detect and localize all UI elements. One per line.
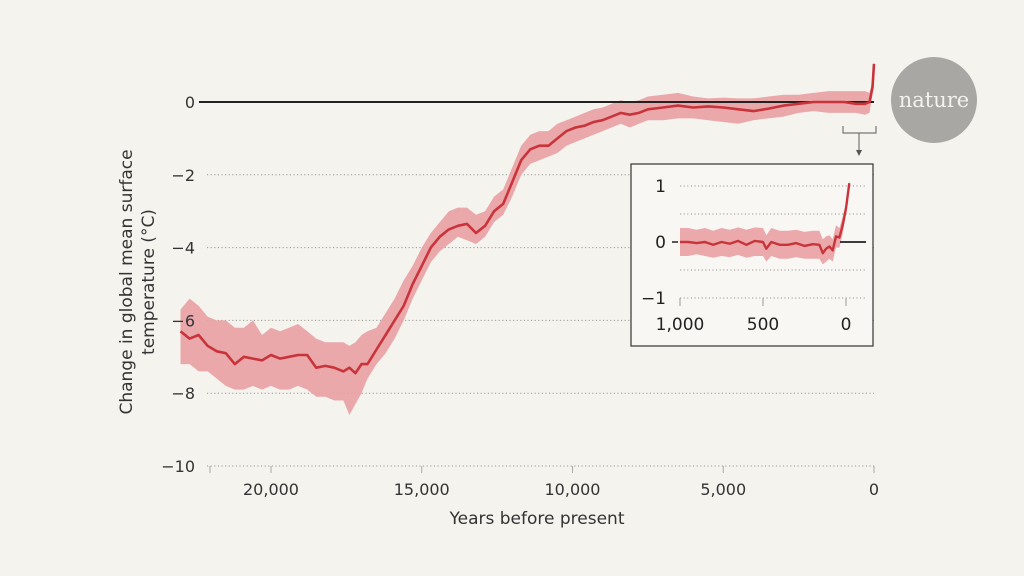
inset-y-tick-label: −1 (641, 289, 666, 309)
grid-lines (207, 174, 875, 473)
x-tick-label: 20,000 (243, 480, 299, 499)
inset-y-ticks: 1 0 −1 (641, 177, 666, 309)
y-tick-label: −2 (171, 166, 195, 185)
inset-x-tick-label: 0 (841, 315, 852, 335)
y-tick-label: −10 (161, 457, 195, 476)
x-axis-label: Years before present (449, 509, 625, 529)
x-tick-label: 5,000 (700, 480, 746, 499)
inset-line-layer (680, 183, 851, 255)
inset-x-ticks: 1,000 500 0 (656, 315, 852, 335)
x-tick-label: 15,000 (394, 480, 450, 499)
inset-mean-line (680, 183, 851, 255)
bracket-shape (842, 126, 877, 134)
inset-grid-lines (679, 185, 866, 306)
y-tick-label: 0 (185, 93, 195, 112)
uncertainty-band (180, 62, 874, 415)
mean-temperature-line (179, 63, 876, 375)
inset-x-tick-label: 1,000 (656, 315, 705, 335)
uncertainty-band-layer (180, 62, 874, 415)
logo-circle (891, 57, 977, 143)
arrow-down-icon (856, 150, 862, 156)
x-tick-label: 0 (869, 480, 879, 499)
inset-uncertainty-band (680, 180, 850, 265)
inset-chart: 1 0 −1 1,000 500 0 (630, 163, 874, 347)
inset-band-layer (680, 180, 850, 265)
y-tick-label: −6 (171, 311, 195, 330)
y-axis-label-line-2: temperature (°C) (139, 209, 159, 355)
y-axis-ticks: 0 −2 −4 −6 −8 −10 (161, 93, 195, 476)
x-axis-ticks: 20,000 15,000 10,000 5,000 0 (243, 480, 879, 499)
nature-logo: nature (891, 57, 977, 143)
logo-text: nature (899, 88, 969, 112)
y-axis-label: Change in global mean surface temperatur… (117, 149, 159, 414)
inset-y-tick-label: 0 (655, 233, 666, 253)
inset-x-tick-label: 500 (747, 315, 779, 335)
x-tick-label: 10,000 (545, 480, 601, 499)
inset-y-tick-label: 1 (655, 177, 666, 197)
y-axis-label-line-1: Change in global mean surface (117, 149, 137, 414)
mean-line-layer (179, 63, 876, 375)
inset-callout-bracket (842, 126, 877, 150)
y-tick-label: −4 (171, 239, 195, 258)
y-tick-label: −8 (171, 384, 195, 403)
